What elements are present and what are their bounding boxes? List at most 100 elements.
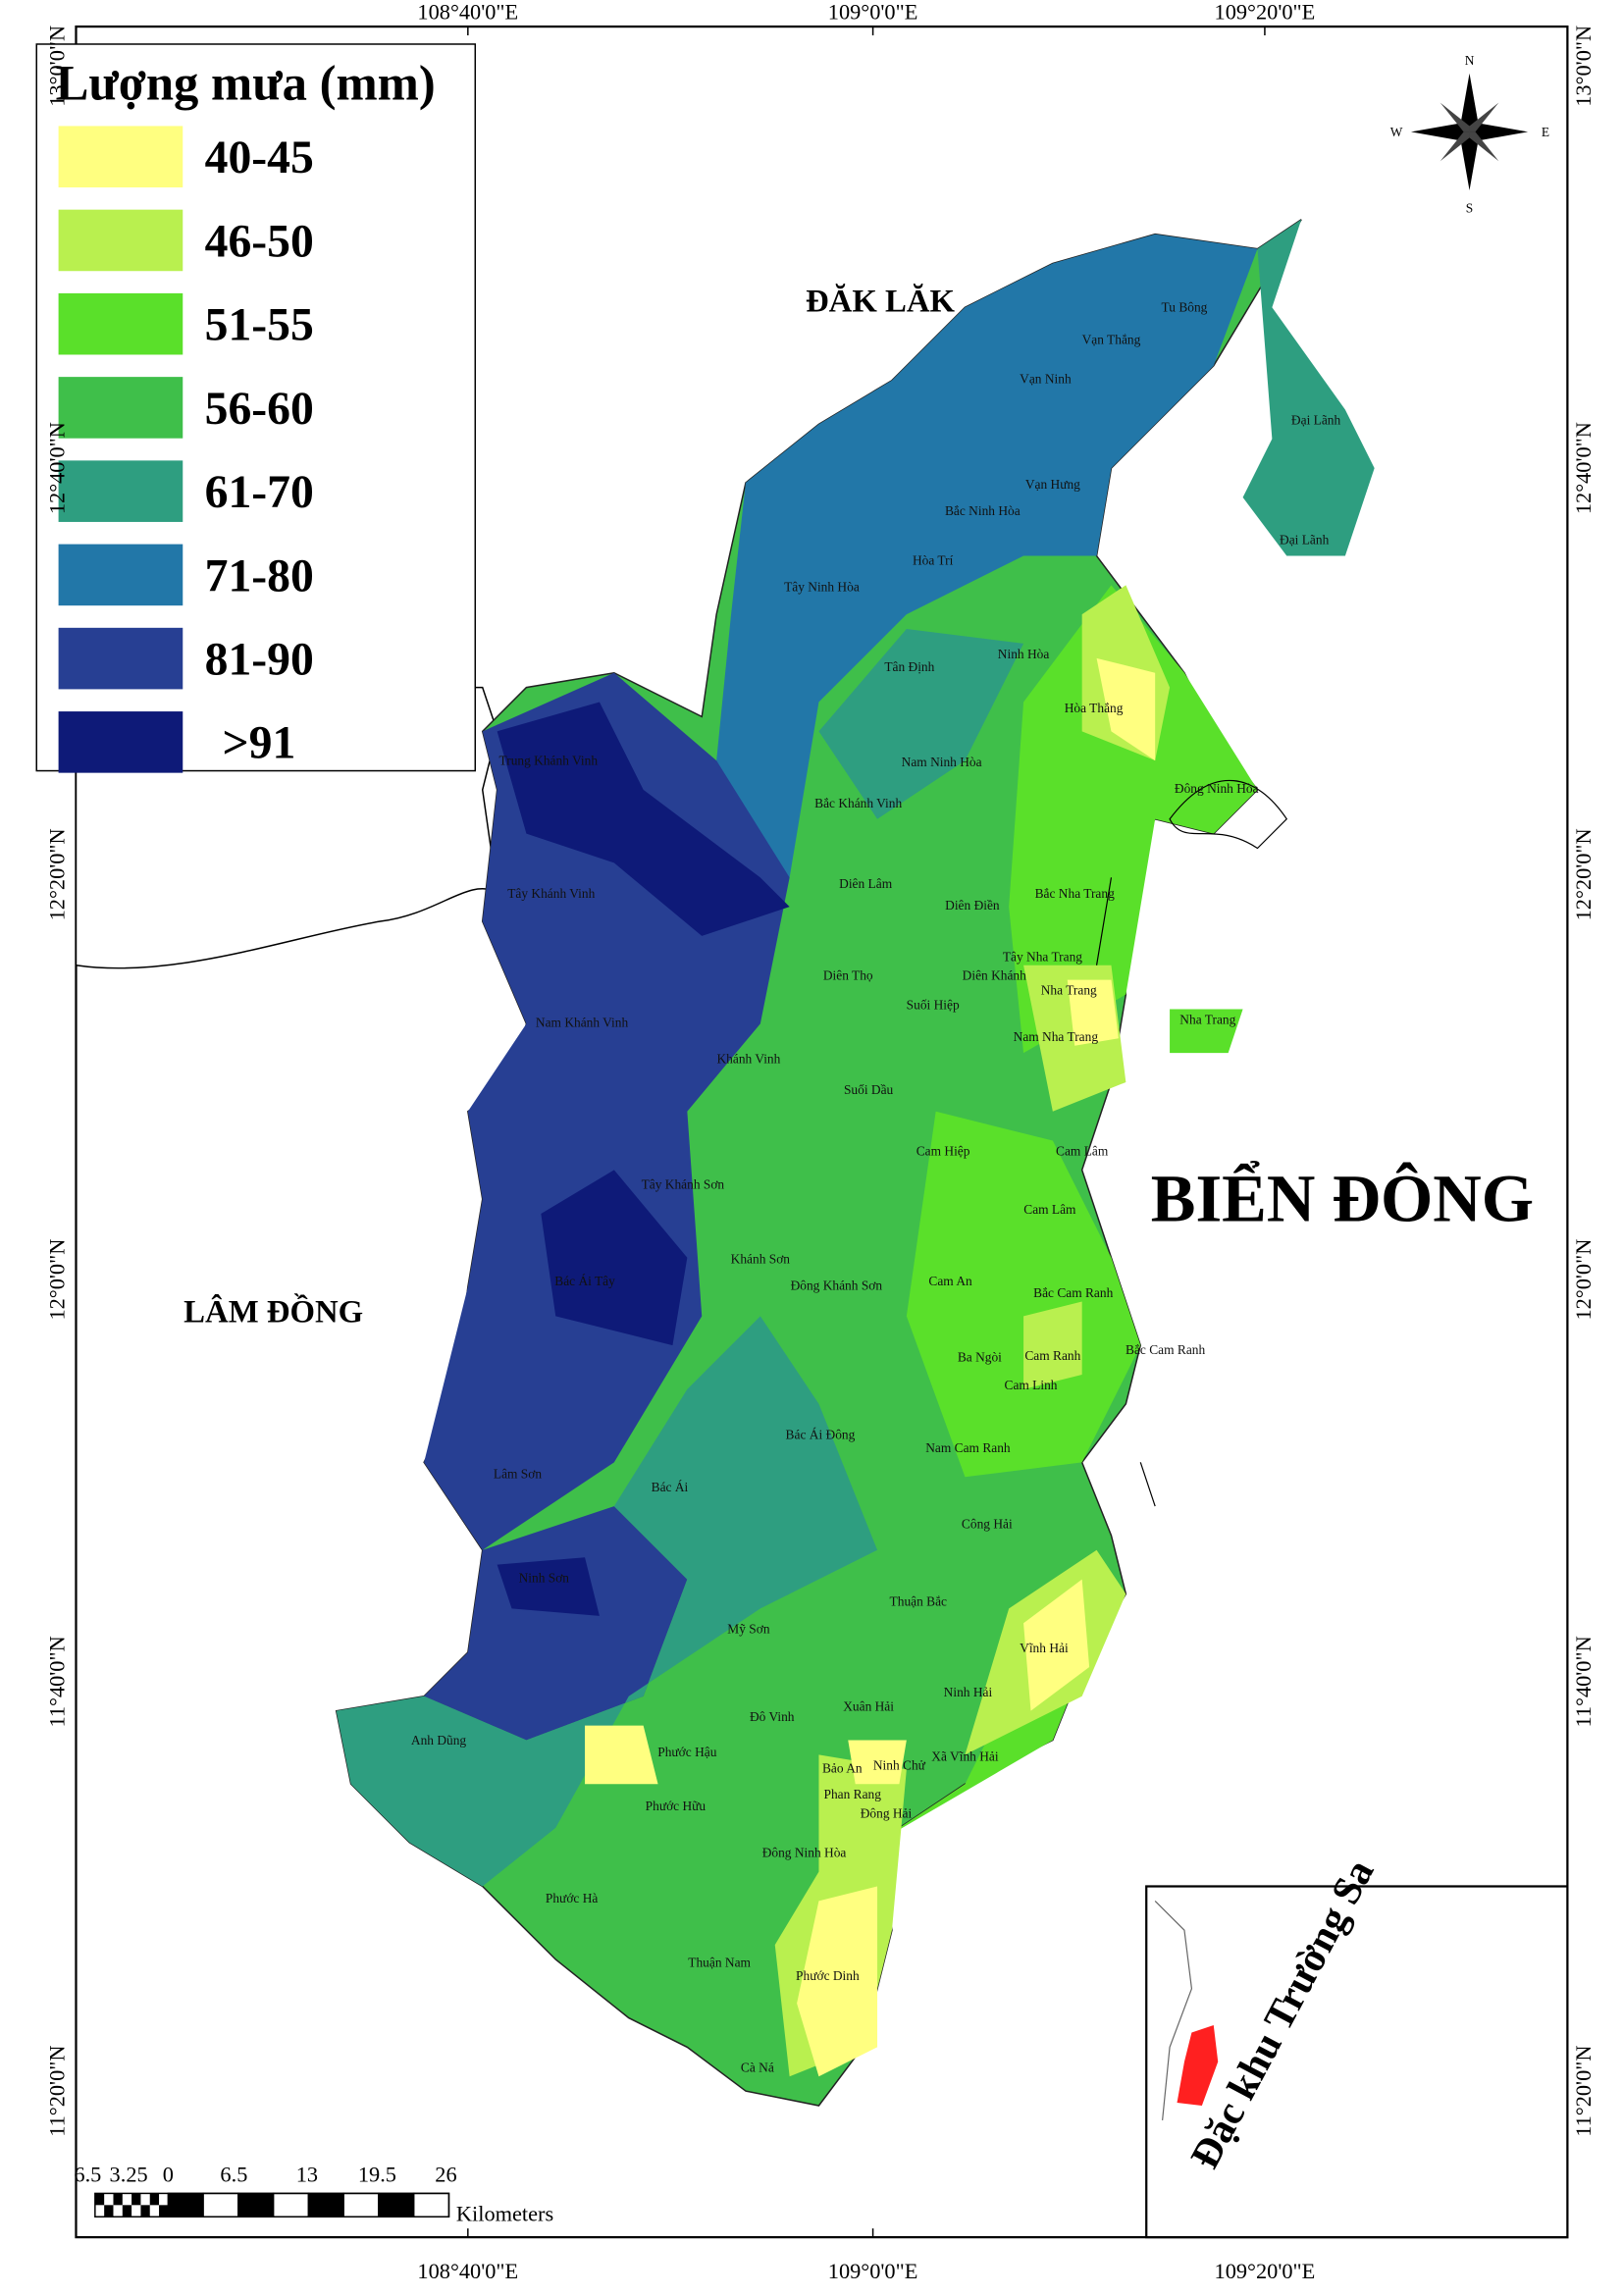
- commune-label: Nha Trang: [1041, 983, 1097, 998]
- compass-n: N: [1465, 53, 1475, 68]
- commune-label: Ninh Sơn: [519, 1571, 570, 1586]
- commune-label: Cam Ranh: [1024, 1348, 1080, 1363]
- commune-label: Diên Điền: [945, 898, 1000, 913]
- inset: Đặc khu Trường Sa: [1145, 1852, 1569, 2239]
- legend-label: 81-90: [205, 635, 314, 686]
- commune-label: Tây Khánh Vinh: [507, 886, 595, 901]
- longitude-label: 109°20'0"E: [1215, 2259, 1316, 2283]
- scale-segment: [149, 2193, 160, 2206]
- commune-label: Vĩnh Hải: [1020, 1641, 1069, 1655]
- scale-segment: [167, 2192, 204, 2218]
- legend-swatch: [58, 544, 183, 606]
- compass: N S E W: [1390, 53, 1549, 215]
- scale-tick-label: 3.25: [110, 2162, 148, 2186]
- legend-label: 46-50: [205, 216, 314, 267]
- scale-frame: [94, 2192, 450, 2218]
- commune-label: Nam Cam Ranh: [925, 1440, 1011, 1455]
- commune-label: Tây Khánh Sơn: [642, 1177, 725, 1192]
- scale-segment: [342, 2192, 380, 2218]
- legend-swatch: [58, 126, 183, 188]
- legend-swatch: [58, 627, 183, 690]
- commune-label: Bác Ái Tây: [554, 1274, 615, 1288]
- commune-label: Nam Nha Trang: [1014, 1029, 1099, 1044]
- commune-label: Xã Vĩnh Hải: [931, 1748, 999, 1763]
- scale-unit: Kilometers: [456, 2202, 553, 2226]
- commune-label: Tây Nha Trang: [1003, 949, 1082, 964]
- commune-label: Phước Hậu: [657, 1745, 716, 1759]
- zone-71-80: [702, 234, 1258, 908]
- legend-swatch: [58, 292, 183, 355]
- commune-label: Ninh Hải: [944, 1685, 993, 1699]
- latitude-label: 12°40'0"N: [1571, 422, 1596, 514]
- commune-label: Cam Lâm: [1023, 1202, 1076, 1217]
- scale-segment: [94, 2193, 105, 2206]
- commune-label: Phan Rang: [823, 1787, 881, 1801]
- commune-label: Cà Ná: [741, 2061, 774, 2075]
- commune-label: Bắc Nha Trang: [1035, 886, 1115, 901]
- commune-label: Thuận Bắc: [890, 1593, 947, 1608]
- scale-tick-label: 19.5: [358, 2162, 396, 2186]
- commune-label: Cam Linh: [1005, 1378, 1058, 1392]
- commune-label: Vạn Ninh: [1020, 372, 1072, 387]
- legend-label: 51-55: [205, 300, 314, 351]
- scale-segment: [122, 2205, 132, 2218]
- scale-segment: [412, 2192, 450, 2218]
- commune-label: Nam Ninh Hòa: [902, 755, 982, 769]
- coastline: [1095, 780, 1288, 1507]
- latitude-label: 11°40'0"N: [45, 1636, 70, 1727]
- commune-label: Đông Hải: [861, 1805, 913, 1820]
- longitude-label: 108°40'0"E: [417, 0, 518, 25]
- scale-segment: [237, 2192, 275, 2218]
- commune-label: Vạn Hưng: [1025, 477, 1080, 492]
- legend-swatch: [58, 209, 183, 272]
- scale-tick-label: 0: [163, 2162, 174, 2186]
- commune-label: Tân Định: [884, 659, 934, 674]
- commune-label: Ninh Hòa: [998, 647, 1050, 661]
- latitude-label: 13°0'0"N: [1571, 26, 1596, 107]
- commune-label: Khánh Sơn: [731, 1252, 791, 1267]
- commune-label: Đông Ninh Hòa: [1175, 781, 1259, 796]
- commune-label: Mỹ Sơn: [727, 1622, 770, 1637]
- commune-label: Đô Vinh: [750, 1709, 795, 1724]
- commune-label: Suối Hiệp: [907, 997, 960, 1012]
- commune-label: Cam Lâm: [1056, 1143, 1109, 1158]
- commune-label: Diên Khánh: [963, 968, 1026, 983]
- commune-label: Lâm Sơn: [494, 1467, 542, 1482]
- commune-label: Suối Dầu: [844, 1082, 894, 1097]
- commune-label: Công Hải: [962, 1516, 1013, 1531]
- commune-label: Tây Ninh Hòa: [784, 579, 860, 594]
- province-label: ĐĂK LĂK: [806, 283, 956, 320]
- longitude-label: 109°20'0"E: [1215, 0, 1316, 25]
- longitude-label: 109°0'0"E: [828, 2259, 918, 2283]
- commune-label: Hòa Thắng: [1065, 701, 1124, 715]
- zone-over-91: [497, 702, 790, 1616]
- commune-label: Bác Ái Đông: [786, 1428, 856, 1442]
- legend-label: 71-80: [205, 550, 314, 601]
- commune-label: Vạn Thắng: [1082, 332, 1141, 346]
- commune-label: Cam An: [928, 1274, 972, 1288]
- latitude-label: 11°20'0"N: [1571, 2045, 1596, 2136]
- scale-segment: [307, 2192, 344, 2218]
- commune-label: Khánh Vinh: [716, 1052, 780, 1067]
- commune-label: Thuận Nam: [688, 1955, 751, 1969]
- compass-s: S: [1466, 200, 1473, 215]
- legend-label: >91: [222, 718, 295, 769]
- zone-61-70: [336, 219, 1375, 1887]
- commune-label: Đại Lãnh: [1291, 412, 1341, 427]
- legend-swatch: [58, 377, 183, 439]
- commune-label: Phước Dinh: [796, 1968, 860, 1983]
- commune-label: Đông Khánh Sơn: [791, 1278, 883, 1293]
- latitude-label: 13°0'0"N: [45, 26, 70, 107]
- scale-segment: [113, 2193, 123, 2206]
- commune-label: Đông Ninh Hòa: [762, 1846, 847, 1860]
- scale-segment: [272, 2192, 310, 2218]
- scale-segment: [131, 2193, 141, 2206]
- legend-swatch: [58, 711, 183, 773]
- compass-e: E: [1542, 125, 1549, 139]
- commune-label: Phước Hà: [546, 1891, 598, 1905]
- latitude-label: 12°0'0"N: [45, 1239, 70, 1321]
- commune-label: Trung Khánh Vinh: [499, 754, 599, 768]
- commune-label: Nha Trang: [1179, 1012, 1235, 1026]
- commune-label: Bảo An: [822, 1760, 863, 1775]
